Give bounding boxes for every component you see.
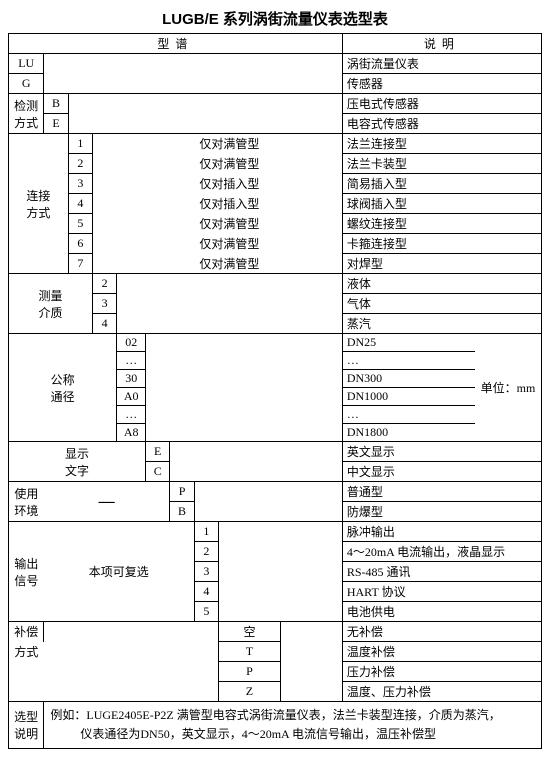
dn-desc: DN1000 bbox=[342, 388, 475, 406]
disp-desc: 英文显示 bbox=[342, 442, 541, 462]
g-desc: 传感器 bbox=[342, 74, 541, 94]
medium-desc: 气体 bbox=[342, 294, 541, 314]
conn-code: 2 bbox=[68, 154, 92, 174]
env-desc: 普通型 bbox=[342, 482, 541, 502]
conn-desc: 简易插入型 bbox=[342, 174, 541, 194]
conn-desc: 法兰连接型 bbox=[342, 134, 541, 154]
detect-e-desc: 电容式传感器 bbox=[342, 114, 541, 134]
comp-desc: 压力补偿 bbox=[342, 662, 541, 682]
out-desc: 电池供电 bbox=[342, 602, 541, 622]
dn-code: 02 bbox=[117, 334, 146, 352]
medium-desc: 液体 bbox=[342, 274, 541, 294]
disp-desc: 中文显示 bbox=[342, 462, 541, 482]
conn-code: 5 bbox=[68, 214, 92, 234]
conn-note: 仅对满管型 bbox=[117, 254, 343, 274]
comp-desc: 无补偿 bbox=[342, 622, 541, 642]
comp-code: 空 bbox=[219, 622, 281, 642]
table-title: LUGB/E 系列涡街流量仪表选型表 bbox=[8, 8, 542, 29]
comp-desc: 温度补偿 bbox=[342, 642, 541, 662]
conn-note: 仅对满管型 bbox=[117, 134, 343, 154]
conn-code: 3 bbox=[68, 174, 92, 194]
out-desc: 脉冲输出 bbox=[342, 522, 541, 542]
out-desc: 4～20mA 电流输出，液晶显示 bbox=[342, 542, 541, 562]
example-label: 选型 说明 bbox=[9, 702, 44, 749]
dn-desc: DN300 bbox=[342, 370, 475, 388]
comp-label1: 补偿 bbox=[9, 622, 44, 642]
conn-code: 7 bbox=[68, 254, 92, 274]
dn-desc: DN25 bbox=[342, 334, 475, 352]
detect-label: 检测 方式 bbox=[9, 94, 44, 134]
disp-code: C bbox=[146, 462, 170, 482]
out-label: 输出 信号 bbox=[9, 522, 44, 622]
dn-code: … bbox=[117, 352, 146, 370]
medium-code: 2 bbox=[93, 274, 117, 294]
conn-note: 仅对满管型 bbox=[117, 154, 343, 174]
conn-label: 连接 方式 bbox=[9, 134, 69, 274]
conn-note: 仅对满管型 bbox=[117, 214, 343, 234]
disp-code: E bbox=[146, 442, 170, 462]
dn-desc: DN1800 bbox=[342, 424, 475, 442]
out-desc: HART 协议 bbox=[342, 582, 541, 602]
dn-code: A8 bbox=[117, 424, 146, 442]
env-dash: — bbox=[44, 482, 170, 522]
medium-code: 4 bbox=[93, 314, 117, 334]
detect-b-code: B bbox=[44, 94, 68, 114]
comp-code: P bbox=[219, 662, 281, 682]
dn-desc: … bbox=[342, 406, 475, 424]
env-code: B bbox=[170, 502, 194, 522]
lu-code: LU bbox=[9, 54, 44, 74]
dn-desc: … bbox=[342, 352, 475, 370]
medium-desc: 蒸汽 bbox=[342, 314, 541, 334]
conn-note: 仅对插入型 bbox=[117, 174, 343, 194]
out-code: 5 bbox=[194, 602, 218, 622]
header-desc: 说明 bbox=[342, 34, 541, 54]
out-code: 2 bbox=[194, 542, 218, 562]
conn-desc: 对焊型 bbox=[342, 254, 541, 274]
conn-note: 仅对满管型 bbox=[117, 234, 343, 254]
env-code: P bbox=[170, 482, 194, 502]
env-desc: 防爆型 bbox=[342, 502, 541, 522]
disp-label: 显示 文字 bbox=[9, 442, 146, 482]
dn-unit: 单位：mm bbox=[475, 334, 541, 442]
conn-note: 仅对插入型 bbox=[117, 194, 343, 214]
detect-e-code: E bbox=[44, 114, 68, 134]
out-code: 3 bbox=[194, 562, 218, 582]
example-text: 例如：LUGE2405E-P2Z 满管型电容式涡街流量仪表，法兰卡装型连接，介质… bbox=[44, 702, 542, 749]
conn-code: 4 bbox=[68, 194, 92, 214]
conn-code: 6 bbox=[68, 234, 92, 254]
medium-code: 3 bbox=[93, 294, 117, 314]
dn-code: A0 bbox=[117, 388, 146, 406]
conn-desc: 法兰卡装型 bbox=[342, 154, 541, 174]
conn-code: 1 bbox=[68, 134, 92, 154]
conn-desc: 螺纹连接型 bbox=[342, 214, 541, 234]
env-label: 使用 环境 bbox=[9, 482, 44, 522]
medium-label: 测量 介质 bbox=[9, 274, 93, 334]
out-desc: RS-485 通讯 bbox=[342, 562, 541, 582]
header-spec: 型谱 bbox=[9, 34, 343, 54]
detect-b-desc: 压电式传感器 bbox=[342, 94, 541, 114]
conn-desc: 球阀插入型 bbox=[342, 194, 541, 214]
example-line2: 仪表通径为DN50，英文显示，4～20mA 电流信号输出，温压补偿型 bbox=[80, 727, 436, 741]
comp-code: Z bbox=[219, 682, 281, 702]
out-code: 4 bbox=[194, 582, 218, 602]
dn-code: … bbox=[117, 406, 146, 424]
selection-table: 型谱 说明 LU 涡街流量仪表 G 传感器 检测 方式 B 压电式传感器 E 电… bbox=[8, 33, 542, 749]
out-code: 1 bbox=[194, 522, 218, 542]
lu-desc: 涡街流量仪表 bbox=[342, 54, 541, 74]
example-line1: 例如：LUGE2405E-P2Z 满管型电容式涡街流量仪表，法兰卡装型连接，介质… bbox=[50, 708, 500, 722]
dn-code: 30 bbox=[117, 370, 146, 388]
comp-label2: 方式 bbox=[9, 642, 44, 702]
dn-label: 公称 通径 bbox=[9, 334, 117, 442]
comp-code: T bbox=[219, 642, 281, 662]
conn-desc: 卡箍连接型 bbox=[342, 234, 541, 254]
out-note: 本项可复选 bbox=[44, 522, 194, 622]
g-code: G bbox=[9, 74, 44, 94]
comp-desc: 温度、压力补偿 bbox=[342, 682, 541, 702]
